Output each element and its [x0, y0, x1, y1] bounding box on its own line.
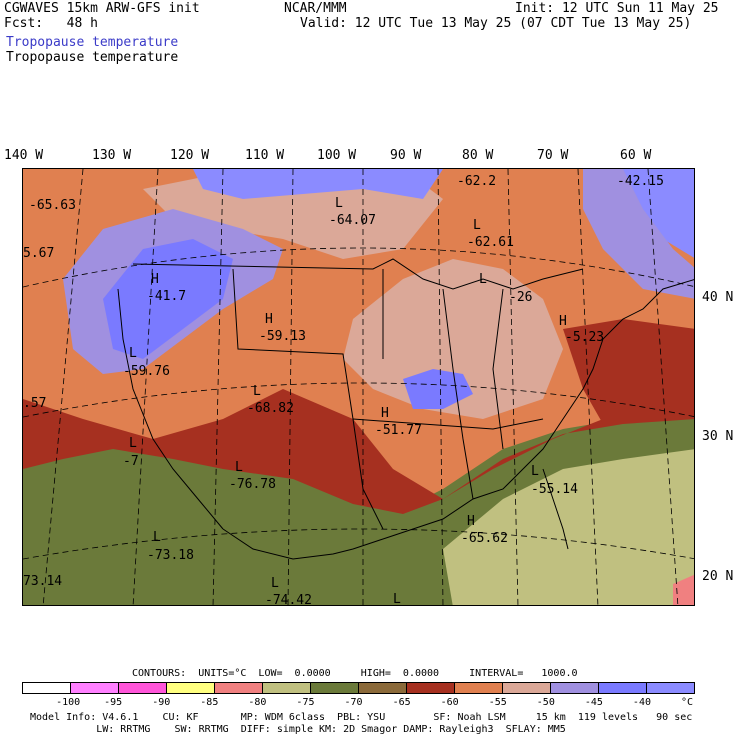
- map-low-marker: L: [335, 196, 343, 211]
- colorbar-tick-label: -90: [152, 697, 171, 708]
- map-low-marker: L: [129, 346, 137, 361]
- colorbar-tick-label: °C: [681, 697, 694, 708]
- lon-label-130w: 130 W: [92, 148, 132, 163]
- tropopause-temperature-map: -65.63 5.67 H -41.7 L -59.76 .57 L -7 L …: [22, 168, 695, 606]
- lon-label-80w: 80 W: [462, 148, 494, 163]
- colorbar-swatch: [503, 683, 551, 693]
- map-high-marker: H: [151, 272, 159, 287]
- map-value-label: -59.13: [259, 329, 306, 344]
- map-value-label: -64.07: [329, 213, 376, 228]
- map-value-label: -68.82: [247, 401, 294, 416]
- map-high-marker: H: [559, 314, 567, 329]
- valid-time: Valid: 12 UTC Tue 13 May 25 (07 CDT Tue …: [300, 16, 692, 31]
- map-high-marker: H: [381, 406, 389, 421]
- colorbar-tick-label: -95: [104, 697, 123, 708]
- map-value-label: -7: [123, 454, 139, 469]
- map-value-label: -65.62: [461, 531, 508, 546]
- map-value-label: -62.2: [457, 174, 497, 189]
- field-title-colored: Tropopause temperature: [6, 35, 179, 50]
- map-value-label: -5.23: [565, 330, 605, 345]
- colorbar-tick-label: -40: [632, 697, 651, 708]
- map-low-marker: L: [153, 530, 161, 545]
- model-info-line1: Model Info: V4.6.1 CU: KF MP: WDM 6class…: [30, 712, 693, 723]
- colorbar-tick-label: -70: [344, 697, 363, 708]
- colorbar-swatch: [263, 683, 311, 693]
- map-low-marker: L: [473, 218, 481, 233]
- map-value-label: -73.18: [147, 548, 194, 563]
- map-value-label: -74.42: [265, 593, 312, 606]
- colorbar-tick-label: -55: [488, 697, 507, 708]
- model-info-line2: LW: RRTMG SW: RRTMG DIFF: simple KM: 2D …: [30, 724, 566, 735]
- map-low-marker: L: [253, 384, 261, 399]
- map-value-label: -51.77: [375, 423, 422, 438]
- colorbar-tick-label: -100: [56, 697, 81, 708]
- map-high-marker: H: [265, 312, 273, 327]
- colorbar-tick-label: -80: [248, 697, 267, 708]
- colorbar-tick-label: -50: [536, 697, 555, 708]
- colorbar-swatch: [407, 683, 455, 693]
- colorbar-tick-label: -65: [392, 697, 411, 708]
- colorbar-swatch: [551, 683, 599, 693]
- lat-label-20n: 20 N: [702, 569, 734, 584]
- map-value-label: 5.67: [23, 246, 55, 261]
- lon-label-100w: 100 W: [317, 148, 357, 163]
- colorbar-tick-label: -60: [440, 697, 459, 708]
- colorbar-swatch: [359, 683, 407, 693]
- lon-label-60w: 60 W: [620, 148, 652, 163]
- colorbar-swatch: [311, 683, 359, 693]
- map-low-marker: L: [479, 272, 487, 287]
- map-value-label: 73.14: [23, 574, 63, 589]
- map-value-label: -26: [509, 290, 533, 305]
- map-value-label: -55.14: [531, 482, 578, 497]
- forecast-hour: Fcst: 48 h: [4, 16, 98, 31]
- map-fill: [23, 169, 694, 605]
- colorbar-swatch: [71, 683, 119, 693]
- field-title: Tropopause temperature: [6, 50, 179, 65]
- map-value-label: -76.78: [229, 477, 276, 492]
- colorbar-swatch: [167, 683, 215, 693]
- colorbar-swatch: [215, 683, 263, 693]
- lon-label-110w: 110 W: [245, 148, 285, 163]
- map-value-label: -41.7: [147, 289, 187, 304]
- map-low-marker: L: [393, 592, 401, 606]
- colorbar-tick-label: -75: [296, 697, 315, 708]
- lon-label-120w: 120 W: [170, 148, 210, 163]
- colorbar-tick-label: -85: [200, 697, 219, 708]
- map-low-marker: L: [271, 576, 279, 591]
- map-value-label: -42.15: [617, 174, 664, 189]
- colorbar-swatch: [119, 683, 167, 693]
- map-low-marker: L: [531, 464, 539, 479]
- init-time: Init: 12 UTC Sun 11 May 25: [515, 1, 719, 16]
- lon-label-140w: 140 W: [4, 148, 44, 163]
- colorbar-tick-label: -45: [584, 697, 603, 708]
- colorbar-swatch: [647, 683, 694, 693]
- map-high-marker: H: [467, 514, 475, 529]
- map-value-label: -65.63: [29, 198, 76, 213]
- lat-label-30n: 30 N: [702, 429, 734, 444]
- map-low-marker: L: [129, 436, 137, 451]
- model-title: CGWAVES 15km ARW-GFS init: [4, 1, 200, 16]
- lon-label-70w: 70 W: [537, 148, 569, 163]
- contour-info: CONTOURS: UNITS=°C LOW= 0.0000 HIGH= 0.0…: [132, 668, 578, 679]
- lon-label-90w: 90 W: [390, 148, 422, 163]
- organization: NCAR/MMM: [284, 1, 347, 16]
- lat-label-40n: 40 N: [702, 290, 734, 305]
- map-value-label: -62.61: [467, 235, 514, 250]
- colorbar-swatch: [599, 683, 647, 693]
- map-low-marker: L: [235, 460, 243, 475]
- colorbar-swatch: [455, 683, 503, 693]
- map-value-label: -59.76: [123, 364, 170, 379]
- colorbar: [22, 682, 695, 694]
- map-value-label: .57: [23, 396, 47, 411]
- colorbar-swatch: [23, 683, 71, 693]
